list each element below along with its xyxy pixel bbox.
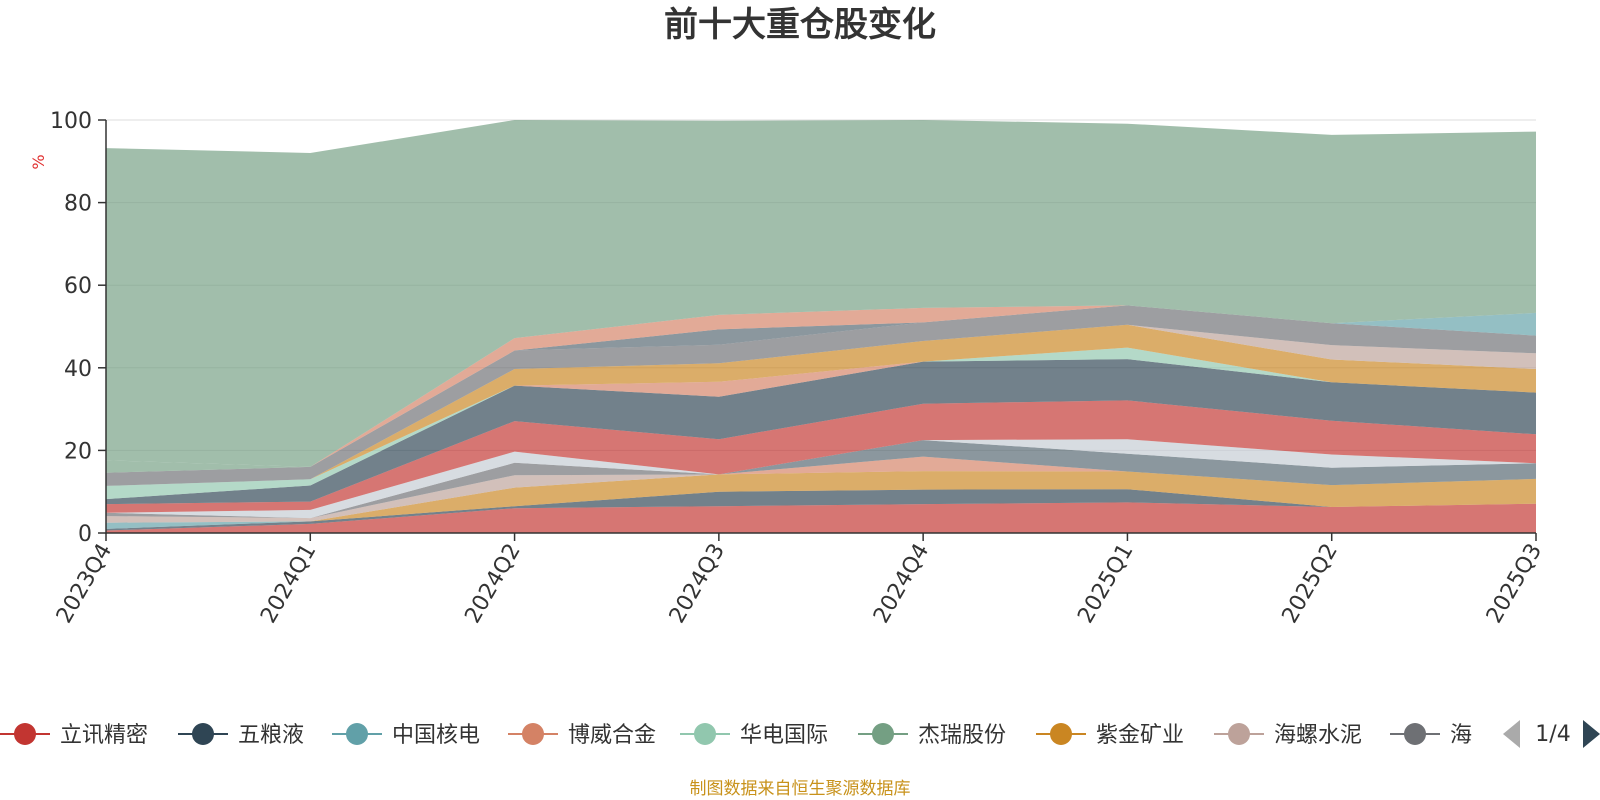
- x-axis-ticks: 2023Q4 2024Q1 2024Q2 2024Q3 2024Q4 2025Q1 2025…: [52, 533, 1547, 628]
- legend-marker-icon: [346, 723, 368, 745]
- area-series-16[interactable]: [106, 305, 1536, 486]
- legend-item[interactable]: 立讯精密: [0, 723, 148, 748]
- legend-label: 五粮液: [238, 723, 304, 748]
- legend-marker-icon: [14, 723, 36, 745]
- legend-prev-page-icon[interactable]: [1503, 720, 1520, 748]
- y-tick-label: 100: [50, 109, 92, 134]
- y-tick-label: 60: [64, 274, 92, 299]
- y-tick-label: 20: [64, 439, 92, 464]
- legend-label: 立讯精密: [60, 723, 148, 748]
- legend-label: 中国核电: [392, 723, 480, 748]
- area-series-12[interactable]: [106, 347, 1536, 500]
- legend-marker-icon: [1404, 723, 1426, 745]
- legend-label: 紫金矿业: [1096, 723, 1184, 748]
- x-tick-label: 2024Q4: [869, 540, 934, 628]
- x-tick-label: 2025Q1: [1073, 540, 1138, 628]
- legend-item[interactable]: 中国核电: [332, 723, 480, 748]
- legend-pager: 1/4: [1503, 720, 1600, 748]
- x-tick-label: 2024Q2: [460, 540, 525, 628]
- area-series-14[interactable]: [106, 324, 1536, 486]
- legend-label: 海: [1450, 723, 1472, 748]
- legend-marker-icon: [1050, 723, 1072, 745]
- legend-item[interactable]: 紫金矿业: [1036, 723, 1184, 748]
- legend-item[interactable]: 华电国际: [680, 723, 828, 748]
- y-tick-label: 40: [64, 357, 92, 382]
- legend-label: 杰瑞股份: [918, 723, 1006, 748]
- y-tick-label: 80: [64, 192, 92, 217]
- legend-marker-icon: [1228, 723, 1250, 745]
- area-series-1[interactable]: [106, 489, 1536, 531]
- legend-marker-icon: [872, 723, 894, 745]
- legend-label: 海螺水泥: [1274, 723, 1362, 748]
- x-tick-label: 2025Q2: [1278, 540, 1343, 628]
- legend-item[interactable]: 海螺水泥: [1214, 723, 1362, 748]
- legend-marker-icon: [694, 723, 716, 745]
- x-tick-label: 2025Q3: [1482, 540, 1547, 628]
- area-series-group: [106, 120, 1536, 533]
- legend-marker-icon: [192, 723, 214, 745]
- y-axis-unit: %: [29, 154, 48, 169]
- area-series-9[interactable]: [106, 400, 1536, 513]
- source-note: 制图数据来自恒生聚源数据库: [690, 779, 911, 799]
- y-axis-ticks: 0 20 40 60 80 100: [50, 109, 106, 547]
- legend-label: 华电国际: [740, 723, 828, 748]
- x-tick-label: 2023Q4: [52, 540, 117, 628]
- area-series-21[interactable]: [106, 120, 1536, 467]
- legend-item[interactable]: 五粮液: [178, 723, 304, 748]
- legend-item[interactable]: 杰瑞股份: [858, 723, 1006, 748]
- legend[interactable]: 立讯精密 五粮液 中国核电 博威合金 华电国际 杰瑞股份 紫金矿业 海螺水泥 海: [0, 723, 1472, 748]
- area-series-0[interactable]: [106, 502, 1536, 533]
- area-series-19[interactable]: [106, 305, 1536, 473]
- x-tick-label: 2024Q3: [665, 540, 730, 628]
- legend-item[interactable]: 海: [1390, 723, 1472, 748]
- legend-marker-icon: [522, 723, 544, 745]
- legend-next-page-icon[interactable]: [1583, 720, 1600, 748]
- chart-title: 前十大重仓股变化: [664, 5, 936, 45]
- axes: [105, 120, 1536, 534]
- area-series-13[interactable]: [106, 347, 1536, 500]
- legend-item[interactable]: 博威合金: [508, 723, 656, 748]
- area-series-7[interactable]: [106, 440, 1536, 519]
- legend-label: 博威合金: [568, 723, 656, 748]
- legend-page-indicator: 1/4: [1535, 722, 1570, 747]
- x-tick-label: 2024Q1: [256, 540, 321, 628]
- area-series-4[interactable]: [106, 456, 1536, 523]
- area-series-10[interactable]: [106, 359, 1536, 505]
- y-tick-label: 0: [78, 522, 92, 547]
- area-series-3[interactable]: [106, 471, 1536, 523]
